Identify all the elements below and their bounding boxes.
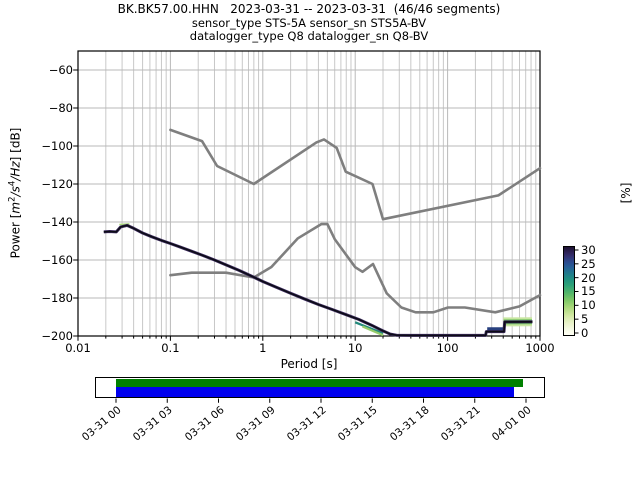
noise-model-high-NHNM-curve <box>169 128 542 221</box>
x-tick-label: 0.01 <box>65 341 91 355</box>
colorbar <box>563 246 575 336</box>
title-line-3: datalogger_type Q8 datalogger_sn Q8-BV <box>189 29 429 43</box>
y-tick-label: −100 <box>41 139 73 153</box>
colorbar-tick-label: 25 <box>581 256 596 271</box>
colorbar-tick-label: 15 <box>581 284 596 299</box>
y-tick-label: −200 <box>41 329 73 343</box>
x-axis-label: Period [s] <box>280 357 338 371</box>
colorbar-tick-label: 10 <box>581 298 596 313</box>
colorbar-tick-label: 20 <box>581 270 596 285</box>
ppsd-spread-bump-fringe-green <box>119 223 130 226</box>
title-line-1: BK.BK57.00.HHN 2023-03-31 -- 2023-03-31 … <box>117 2 501 16</box>
y-tick-label: −60 <box>48 63 73 77</box>
ppsd-spread-fringe-teal <box>354 321 384 335</box>
x-tick-label: 1 <box>259 341 267 355</box>
x-tick-label: 10 <box>347 341 363 355</box>
colorbar-gradient <box>564 247 574 335</box>
y-tick-label: −140 <box>41 215 73 229</box>
timeline-coverage-bar <box>116 379 523 387</box>
x-tick-label: 100 <box>436 341 459 355</box>
timeline-box <box>95 377 545 398</box>
x-tick-label: 0.1 <box>161 341 180 355</box>
colorbar-tick-label: 30 <box>581 242 596 257</box>
colorbar-unit-label: [%] <box>619 182 633 204</box>
noise-model-low-NLNM-curve <box>169 222 542 314</box>
y-tick-label: −80 <box>48 101 73 115</box>
x-tick-label: 1000 <box>525 341 555 355</box>
y-tick-label: −180 <box>41 291 73 305</box>
ppsd-mode-curve <box>103 224 533 337</box>
y-tick-label: −160 <box>41 253 73 267</box>
y-axis-label: Power [m2/s4/Hz] [dB] <box>7 127 23 259</box>
colorbar-tick-label: 5 <box>581 312 589 327</box>
timeline-data-bar <box>116 387 514 397</box>
axes-frame <box>77 50 541 337</box>
y-tick-label: −120 <box>41 177 73 191</box>
colorbar-tick-label: 0 <box>581 326 589 340</box>
title-line-2: sensor_type STS-5A sensor_sn STS5A-BV <box>191 16 427 30</box>
ppsd-spread-fringe-green <box>362 325 384 337</box>
